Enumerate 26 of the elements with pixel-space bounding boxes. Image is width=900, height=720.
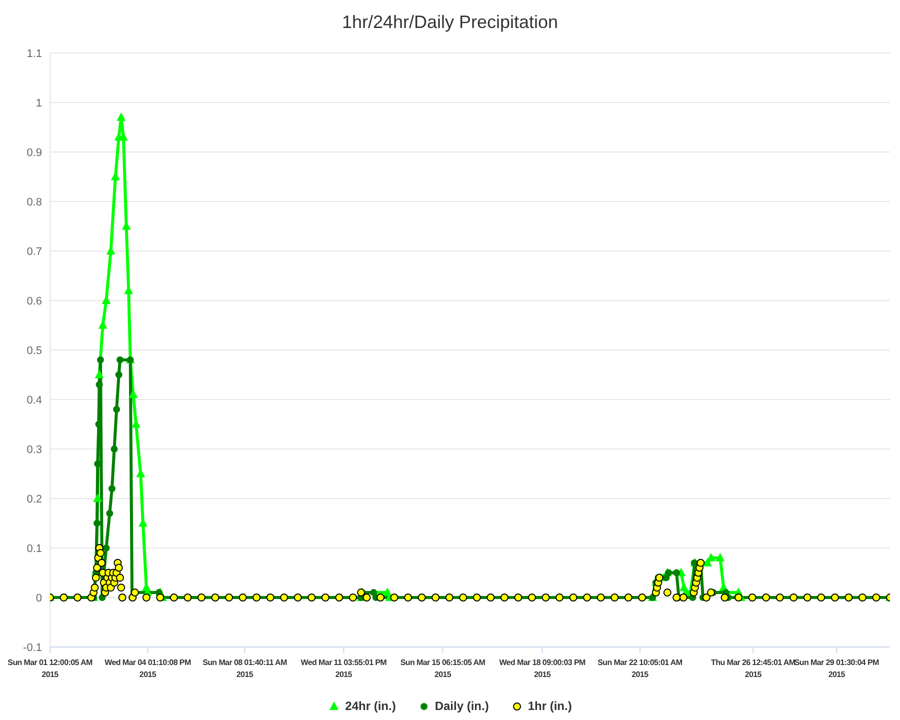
legend-label: 1hr (in.) [528,699,572,713]
y-tick-label: 0.1 [26,542,42,555]
y-tick-label: 0.8 [26,196,42,208]
y-tick-label: -0.1 [23,642,42,654]
y-tick-label: 0.7 [26,246,42,258]
chart-title: 1hr/24hr/Daily Precipitation [340,11,560,34]
y-tick-label: 0.6 [26,295,42,308]
x-tick-label: Sun Mar 29 01:30:04 PM 2015 [794,658,880,679]
x-tick-label: Thu Mar 26 12:45:01 AM 2015 [711,658,796,679]
legend-label: Daily (in.) [434,699,489,713]
x-tick-label: Wed Mar 11 03:55:01 PM 2015 [300,658,388,679]
x-tick-label: Sun Mar 01 12:00:05 AM 2015 [8,658,93,679]
y-tick-label: 0.2 [26,493,42,506]
legend-label: 24hr (in.) [345,699,396,713]
y-tick-label: 0.5 [26,344,42,357]
y-tick-label: 0.3 [26,444,42,456]
x-tick-label: Sun Mar 08 01:40:11 AM 2015 [202,658,288,679]
x-tick-label: Wed Mar 04 01:10:08 PM 2015 [104,658,192,679]
y-tick-label: 0 [36,592,42,604]
x-tick-label: Sun Mar 22 10:05:01 AM 2015 [598,658,683,679]
x-tick-label: Sun Mar 15 06:15:05 AM 2015 [400,658,486,679]
y-tick-label: 1 [36,97,42,110]
y-tick-label: 0.4 [26,394,42,406]
y-tick-label: 1.1 [26,48,42,60]
y-tick-label: 0.9 [26,146,42,159]
x-tick-label: Wed Mar 18 09:00:03 PM 2015 [499,658,586,679]
